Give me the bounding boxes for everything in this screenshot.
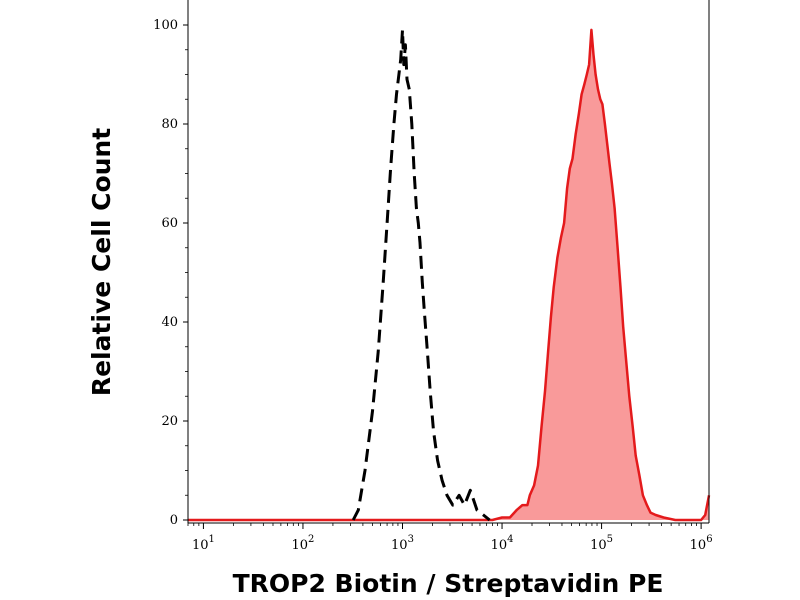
pe-stained-histogram-line (188, 28, 711, 522)
control-histogram-dashed-line (351, 28, 491, 522)
x-tick-label: 102 (291, 534, 314, 553)
x-tick-label: 103 (391, 534, 414, 553)
y-axis-ticks: 0 20 40 60 80 100 (153, 18, 188, 528)
axes: 0 20 40 60 80 100 101 102 103 104 105 106 (153, 0, 713, 553)
x-axis-title: TROP2 Biotin / Streptavidin PE (233, 569, 664, 598)
y-tick-label: 60 (161, 216, 178, 231)
y-tick-label: 0 (170, 513, 178, 528)
x-tick-label: 105 (590, 534, 613, 553)
x-tick-label: 101 (192, 534, 215, 553)
x-axis-ticks: 101 102 103 104 105 106 (187, 523, 713, 553)
y-tick-label: 40 (161, 315, 178, 330)
y-axis-title: Relative Cell Count (87, 128, 116, 396)
pe-stained-histogram-fill (188, 29, 709, 521)
y-tick-label: 80 (161, 117, 178, 132)
x-tick-label: 106 (690, 534, 713, 553)
y-tick-label: 20 (161, 414, 178, 429)
plot-area (188, 28, 711, 522)
x-tick-label: 104 (491, 534, 514, 553)
y-tick-label: 100 (153, 18, 178, 33)
